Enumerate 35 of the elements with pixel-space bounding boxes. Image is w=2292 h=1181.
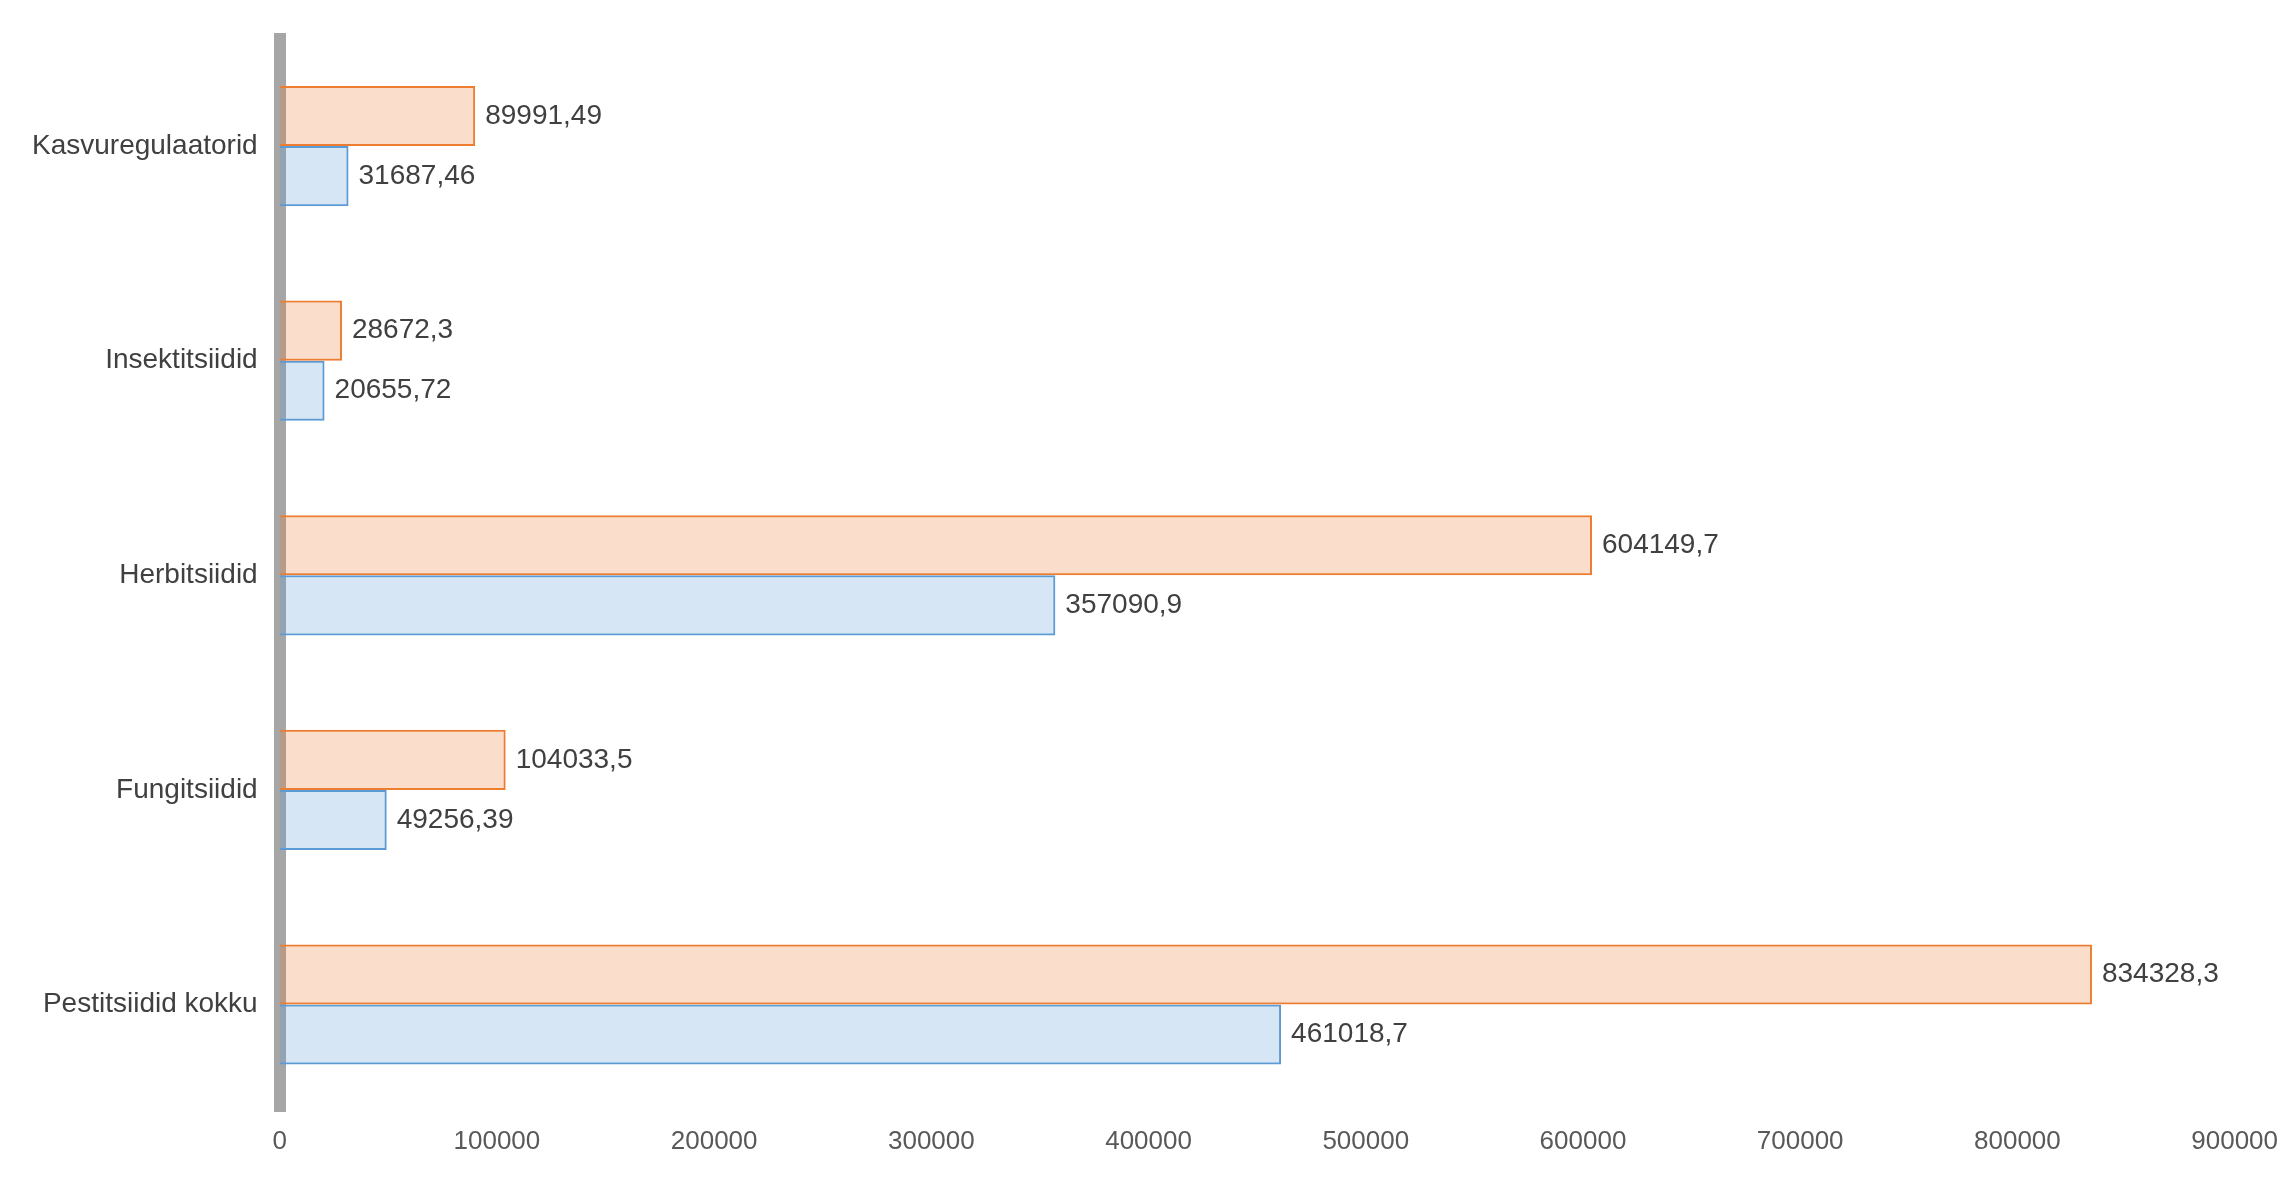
data-label: 28672,3 — [351, 313, 454, 345]
data-label: 461018,7 — [1291, 1017, 1408, 1049]
data-label: 357090,9 — [1065, 588, 1183, 620]
x-tick-label: 200000 — [670, 1124, 758, 1155]
data-label: 834328,3 — [2101, 957, 2219, 989]
x-tick-label: 500000 — [1322, 1124, 1410, 1155]
y-tick-label: Herbitsiidid — [119, 558, 258, 590]
y-tick-label: Pestitsiidid kokku — [42, 987, 258, 1019]
y-tick-label: Fungitsiidid — [116, 772, 258, 804]
data-label: 49256,39 — [396, 802, 514, 834]
bar — [279, 300, 342, 361]
x-tick-label: 900000 — [2191, 1124, 2278, 1155]
bar — [279, 146, 349, 207]
bar — [279, 86, 476, 147]
x-tick-label: 400000 — [1105, 1124, 1192, 1155]
bar — [279, 729, 506, 790]
data-label: 604149,7 — [1601, 527, 1719, 559]
bar — [279, 360, 325, 421]
bar — [279, 944, 2092, 1005]
y-tick-label: Insektitsiidid — [105, 343, 258, 375]
data-label: 31687,46 — [358, 158, 476, 190]
x-tick-label: 0 — [272, 1124, 287, 1155]
x-tick-label: 300000 — [887, 1124, 975, 1155]
y-tick-label: Kasvuregulaatorid — [31, 128, 258, 160]
data-label: 104033,5 — [515, 742, 633, 774]
data-label: 20655,72 — [334, 373, 452, 405]
data-label: 89991,49 — [485, 98, 602, 130]
bar — [279, 515, 1592, 576]
x-tick-label: 100000 — [453, 1124, 541, 1155]
x-tick-label: 600000 — [1539, 1124, 1627, 1155]
bar — [279, 575, 1056, 636]
bar — [279, 1004, 1282, 1065]
x-tick-label: 700000 — [1756, 1124, 1844, 1155]
x-tick-label: 800000 — [1974, 1124, 2061, 1155]
bar — [279, 789, 387, 850]
